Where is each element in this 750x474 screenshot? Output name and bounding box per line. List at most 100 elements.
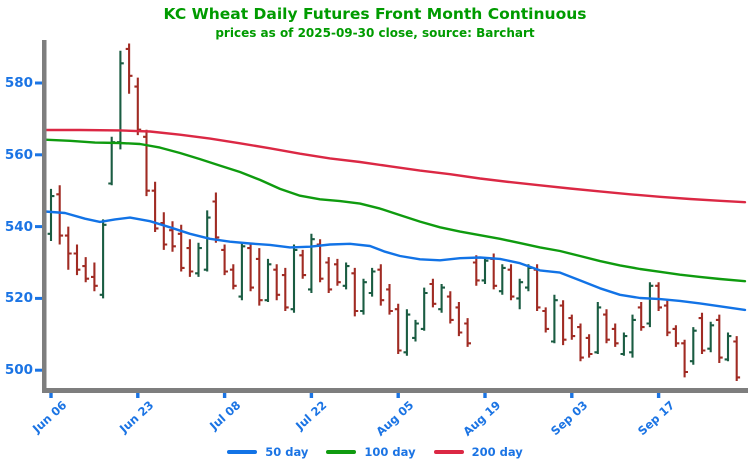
ohlc-bar: Aug 19 [481, 257, 489, 284]
ohlc-bar: Sep 03 [568, 314, 576, 340]
chart-title: KC Wheat Daily Futures Front Month Conti… [163, 5, 587, 23]
ohlc-bar: Aug 14 [455, 302, 463, 337]
y-tick-mark [35, 153, 42, 157]
ohlc-bar: Aug 25 [516, 278, 524, 310]
x-tick-mark [222, 393, 227, 398]
ohlc-bar: Jun 12 [82, 257, 90, 283]
y-tick-label: 500 [4, 362, 33, 379]
ohlc-bar: Sep 26 [715, 314, 723, 363]
x-tick-mark [570, 393, 574, 398]
ma-line-50day [43, 210, 747, 312]
ohlc-bar: Jun 16 [99, 219, 107, 299]
ohlc-bar: Jul 14 [255, 248, 263, 306]
legend-label-100day: 100 day [364, 445, 416, 459]
ohlc-bar: Jul 16 [273, 264, 281, 301]
ohlc-bar: Jul 10 [238, 242, 246, 301]
ohlc-bar: Jul 18 [290, 244, 298, 313]
ohlc-bar: Sep 04 [577, 323, 584, 362]
ohlc-bar: Sep 19 [672, 325, 680, 347]
x-tick-mark [483, 393, 487, 398]
ohlc-bar: Aug 18 [472, 255, 480, 286]
100day-line-swatch [326, 450, 357, 454]
ohlc-bar: Aug 28 [542, 307, 550, 333]
ohlc-bar: Jun 06 [47, 188, 55, 241]
x-axis-line [42, 388, 748, 393]
ohlc-bar: Aug 08 [420, 287, 428, 331]
ohlc-bar: Jul 17 [281, 267, 289, 311]
ohlc-bar: Aug 11 [429, 278, 437, 308]
ohlc-bar: Sep 08 [594, 302, 602, 354]
ohlc-bar: Jul 09 [229, 264, 237, 290]
ohlc-bar: Jul 21 [299, 249, 307, 279]
ohlc-bar: Jul 07 [212, 192, 220, 243]
ohlc-bar: Aug 15 [464, 318, 471, 347]
ohlc-bar: Sep 09 [603, 309, 610, 344]
ohlc-bar: Sep 17 [655, 282, 662, 311]
x-tick-mark [49, 393, 53, 398]
ohlc-bar: Jun 30 [177, 224, 185, 272]
x-tick-mark [396, 393, 400, 398]
ohlc-bar: Jul 08 [221, 244, 228, 276]
ohlc-bar: Jul 11 [247, 242, 254, 292]
ohlc-bar: Jun 27 [169, 221, 176, 252]
ohlc-bar: Jun 11 [73, 244, 81, 276]
ohlc-bar: Aug 04 [386, 284, 393, 315]
ohlc-bar: Jul 15 [264, 258, 272, 302]
legend-item-50day: 50 day [227, 445, 308, 459]
ohlc-bar: Sep 30 [733, 336, 741, 381]
ohlc-bar: Jul 30 [360, 278, 367, 315]
y-tick-mark [35, 225, 42, 229]
ohlc-bar: Aug 06 [403, 309, 411, 356]
50day-line-swatch [227, 450, 258, 454]
ohlc-bar: Jun 18 [117, 50, 124, 150]
x-tick-mark [136, 393, 140, 398]
ma-line-100day [43, 138, 747, 283]
y-tick-label: 560 [4, 146, 33, 163]
ohlc-bar: Sep 22 [681, 339, 688, 378]
ohlc-bar: Jun 20 [125, 43, 133, 94]
y-tick-mark [35, 368, 42, 372]
legend: 50 day 100 day 200 day [0, 441, 750, 463]
ohlc-bar: Aug 12 [438, 284, 445, 313]
ohlc-bar: Jun 24 [143, 129, 150, 197]
ohlc-bar: Jul 31 [368, 267, 376, 297]
ohlc-bar: Jul 25 [334, 258, 341, 286]
ohlc-bar: Sep 24 [698, 312, 706, 354]
chart-subtitle: prices as of 2025-09-30 close, source: B… [215, 26, 535, 40]
ohlc-bar: Aug 22 [507, 264, 515, 301]
ohlc-bar: Jun 23 [134, 77, 142, 136]
ohlc-bar: Jul 03 [203, 210, 211, 272]
moving-average-lines-layer [43, 128, 747, 312]
ohlc-bar: Jun 10 [64, 226, 72, 270]
ohlc-bar: Jun 09 [56, 185, 64, 245]
ohlc-bar: Sep 10 [611, 323, 619, 347]
200day-line-swatch [433, 450, 464, 454]
ohlc-bar: Sep 18 [663, 300, 671, 337]
y-axis-line [42, 40, 47, 392]
legend-label-200day: 200 day [471, 445, 523, 459]
ohlc-bar: Aug 29 [551, 294, 558, 344]
ohlc-bar: Sep 25 [707, 321, 715, 353]
legend-label-50day: 50 day [265, 445, 309, 459]
axes-layer [35, 40, 748, 398]
ma-line-200day [43, 128, 747, 204]
x-tick-mark [656, 393, 661, 398]
ohlc-bar: Sep 11 [620, 332, 628, 356]
ohlc-bar: Jul 22 [308, 233, 315, 293]
y-tick-label: 580 [4, 75, 33, 91]
y-tick-label: 520 [4, 290, 33, 307]
ohlc-bar: Sep 29 [724, 332, 732, 362]
ohlc-bar: Jul 29 [351, 267, 359, 317]
ohlc-bar: Aug 07 [412, 319, 419, 342]
ohlc-bar: Sep 16 [646, 282, 654, 328]
ohlc-bar: Jul 02 [195, 242, 202, 277]
ohlc-bar: Sep 23 [689, 327, 697, 365]
ohlc-bar: Aug 05 [394, 303, 402, 354]
legend-item-200day: 200 day [433, 445, 523, 459]
ohlc-bar: Aug 01 [377, 264, 385, 306]
y-tick-mark [35, 296, 42, 300]
y-tick-mark [35, 81, 42, 85]
ohlc-bar: Aug 13 [446, 291, 454, 324]
